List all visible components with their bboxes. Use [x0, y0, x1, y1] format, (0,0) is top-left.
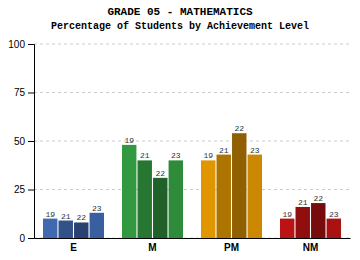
bar-year-label: 19 — [124, 136, 134, 145]
y-axis-line — [28, 45, 35, 239]
y-tick-mark — [28, 44, 34, 45]
bar-year-label: 22 — [155, 169, 165, 178]
bar — [74, 222, 88, 238]
grid-line — [34, 44, 350, 45]
bar — [169, 160, 183, 238]
x-tick: E — [70, 242, 77, 253]
bar — [59, 221, 73, 238]
x-tick: M — [148, 242, 156, 253]
y-tick-label: 75 — [14, 87, 26, 98]
bar-year-label: 21 — [298, 198, 308, 207]
y-tick-label: 25 — [14, 184, 26, 195]
y-tick-mark — [28, 190, 34, 191]
bar — [138, 160, 152, 238]
y-tick-label: 50 — [14, 136, 26, 147]
bar-year-label: 22 — [76, 213, 86, 222]
bar — [217, 155, 231, 238]
bar — [296, 207, 310, 238]
x-axis-line — [35, 238, 351, 239]
x-tick: PM — [224, 242, 239, 253]
y-tick: 75 — [14, 87, 34, 98]
y-tick-label: 100 — [8, 39, 25, 50]
y-tick: 100 — [8, 39, 34, 50]
y-tick: 0 — [19, 233, 34, 244]
bar-year-label: 23 — [92, 204, 102, 213]
bar-year-label: 23 — [250, 146, 260, 155]
x-tick: NM — [303, 242, 319, 253]
x-axis: E M PM NM — [35, 239, 351, 254]
plot: 19 19 19 19 21 21 21 21 22 22 22 22 23 23 23 23 0 25 50 75 1… — [8, 39, 350, 253]
bar — [153, 178, 167, 238]
bar-year-label: 21 — [61, 212, 71, 221]
bar — [122, 145, 136, 238]
bar — [90, 213, 104, 238]
grid-line — [34, 141, 350, 142]
chart: GRADE 05 - MATHEMATICS Percentage of Stud… — [0, 0, 360, 260]
title: GRADE 05 - MATHEMATICS — [107, 6, 253, 18]
y-tick-mark — [28, 141, 34, 142]
subtitle: Percentage of Students by Achievement Le… — [51, 21, 309, 32]
bar — [327, 219, 341, 238]
y-tick-mark — [28, 238, 34, 239]
bar-year-label: 19 — [203, 151, 213, 160]
bar — [311, 203, 325, 238]
x-tick-label: M — [148, 242, 156, 253]
bar — [232, 133, 246, 238]
bar-year-label: 19 — [282, 210, 292, 219]
bar-labels: 19 19 19 19 21 21 21 21 22 22 22 22 23 23 23 23 — [45, 124, 338, 222]
bar-year-label: 21 — [140, 151, 150, 160]
bars — [43, 133, 341, 238]
bar — [201, 160, 215, 238]
grid — [34, 44, 350, 238]
bar — [248, 155, 262, 238]
bar-year-label: 19 — [45, 210, 55, 219]
bar-year-label: 22 — [313, 194, 323, 203]
grid-line — [34, 189, 350, 190]
x-tick-label: NM — [303, 242, 319, 253]
x-tick-label: E — [70, 242, 77, 253]
grid-line — [34, 92, 350, 93]
bar-year-label: 22 — [234, 124, 244, 133]
bar-year-label: 23 — [329, 210, 339, 219]
bar — [43, 219, 57, 238]
bar — [280, 219, 294, 238]
bar-year-label: 23 — [171, 151, 181, 160]
x-tick-label: PM — [224, 242, 239, 253]
y-tick: 50 — [14, 136, 34, 147]
bar-year-label: 21 — [219, 146, 229, 155]
y-axis: 0 25 50 75 100 — [8, 39, 34, 244]
y-tick-mark — [28, 93, 34, 94]
y-tick-label: 0 — [19, 233, 25, 244]
y-tick: 25 — [14, 184, 34, 195]
